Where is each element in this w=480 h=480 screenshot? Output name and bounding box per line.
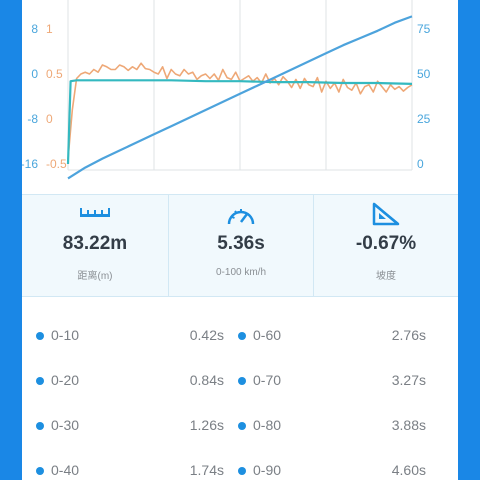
- bullet-icon: [36, 467, 44, 475]
- distance-label: 距离(m): [77, 271, 113, 282]
- accel-item: 0-20 0.84s: [36, 371, 224, 391]
- zero-to-hundred-label: 0-100 km/h: [215, 267, 267, 278]
- list-row: 0-40 1.74s 0-90 4.60s: [22, 461, 458, 480]
- right-axis-tick: 50: [417, 67, 431, 81]
- stats-panel: 83.22m 距离(m) 5.36s 0-100 km/h: [22, 194, 458, 297]
- accel-item: 0-60 2.76s: [238, 326, 426, 346]
- distance-value: 83.22m: [62, 233, 128, 254]
- series-line-2: [67, 15, 413, 180]
- accel-range: 0-30: [51, 417, 80, 433]
- bullet-icon: [238, 467, 246, 475]
- bullet-icon: [238, 332, 246, 340]
- accel-time: 2.76s: [391, 327, 426, 343]
- stat-distance: 83.22m 距离(m): [22, 195, 168, 296]
- accel-time: 4.60s: [391, 462, 426, 478]
- accel-range: 0-70: [253, 372, 282, 388]
- right-axis-tick: 25: [417, 112, 431, 126]
- accel-range: 0-90: [253, 462, 282, 478]
- left-outer-tick: 8: [31, 22, 38, 36]
- accel-item: 0-80 3.88s: [238, 416, 426, 436]
- stat-zero-to-hundred: 5.36s 0-100 km/h: [169, 195, 313, 296]
- left-inner-tick: 1: [46, 22, 53, 36]
- accel-range: 0-40: [51, 462, 80, 478]
- left-outer-tick: -16: [22, 157, 38, 171]
- bullet-icon: [238, 377, 246, 385]
- accel-item: 0-10 0.42s: [36, 326, 224, 346]
- stat-divider: [313, 195, 314, 296]
- accel-time: 0.42s: [189, 327, 224, 343]
- bullet-icon: [36, 422, 44, 430]
- list-row: 0-30 1.26s 0-80 3.88s: [22, 416, 458, 436]
- accel-time: 3.27s: [391, 372, 426, 388]
- right-axis-tick: 0: [417, 157, 424, 171]
- bullet-icon: [238, 422, 246, 430]
- accel-item: 0-30 1.26s: [36, 416, 224, 436]
- right-axis-tick: 75: [417, 22, 431, 36]
- chart-grid: [67, 0, 413, 171]
- left-outer-tick: 0: [31, 67, 38, 81]
- left-inner-tick: 0: [46, 112, 53, 126]
- left-outer-tick: -8: [27, 112, 38, 126]
- accel-range: 0-80: [253, 417, 282, 433]
- accel-time: 1.74s: [189, 462, 224, 478]
- accel-time: 1.26s: [189, 417, 224, 433]
- performance-chart: 8 0 -8 -16 1 0.5 0 -0.5 75 50 25 0: [22, 0, 458, 190]
- series-line-1: [66, 79, 413, 165]
- accel-item: 0-40 1.74s: [36, 461, 224, 480]
- accel-range: 0-60: [253, 327, 282, 343]
- zero-to-hundred-value: 5.36s: [217, 233, 265, 254]
- slope-label: 坡度: [376, 271, 396, 282]
- list-row: 0-20 0.84s 0-70 3.27s: [22, 371, 458, 391]
- accel-item: 0-90 4.60s: [238, 461, 426, 480]
- bullet-icon: [36, 377, 44, 385]
- left-inner-tick: -0.5: [46, 157, 67, 171]
- accel-range: 0-20: [51, 372, 80, 388]
- chart-canvas: [66, 0, 413, 180]
- list-row: 0-10 0.42s 0-60 2.76s: [22, 326, 458, 346]
- bullet-icon: [36, 332, 44, 340]
- app-screen: 8 0 -8 -16 1 0.5 0 -0.5 75 50 25 0 83.22m 距离(m): [22, 0, 458, 480]
- chart-lines: [66, 15, 413, 180]
- left-inner-tick: 0.5: [46, 67, 63, 81]
- accel-time: 3.88s: [391, 417, 426, 433]
- stat-divider: [168, 195, 169, 296]
- accel-range: 0-10: [51, 327, 80, 343]
- distance-ruler-icon: [78, 203, 112, 226]
- accel-item: 0-70 3.27s: [238, 371, 426, 391]
- speedometer-icon: [226, 205, 256, 232]
- accel-time: 0.84s: [189, 372, 224, 388]
- slope-icon: [371, 201, 401, 232]
- slope-value: -0.67%: [355, 233, 417, 254]
- stat-slope: -0.67% 坡度: [314, 195, 458, 296]
- acceleration-times-list: 0-10 0.42s 0-60 2.76s 0-20 0.84s 0-70 3.…: [22, 296, 458, 480]
